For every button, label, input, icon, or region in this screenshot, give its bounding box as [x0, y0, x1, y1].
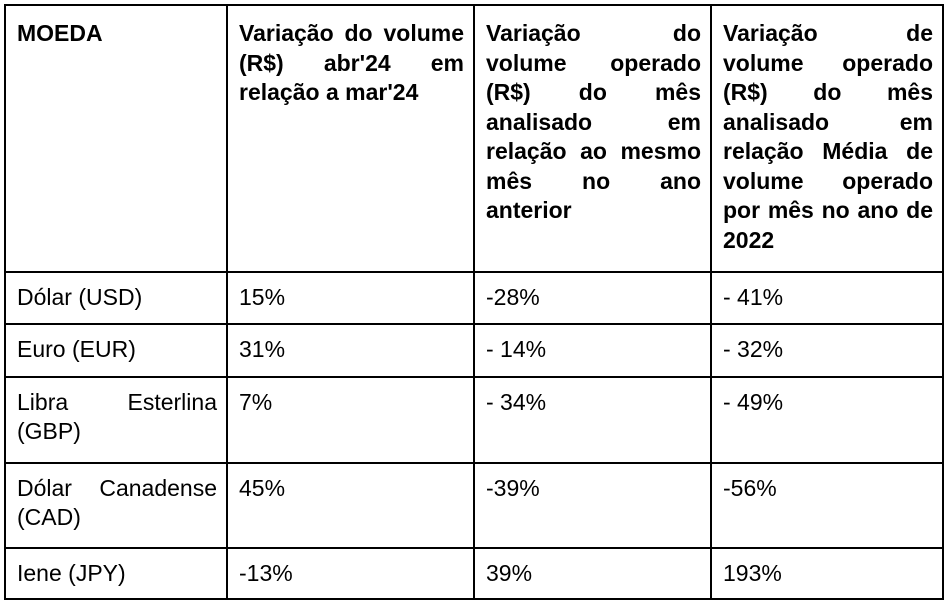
value-cell-vs-2022: - 41%: [710, 271, 944, 325]
value-cell-mom: -13%: [226, 546, 475, 600]
currency-variation-table: MOEDA Variação do volume (R$) abr'24 em …: [4, 4, 944, 600]
table-row-gbp: Libra Esterlina (GBP) 7% - 34% - 49%: [4, 375, 944, 464]
value-cell-vs-2022: 193%: [710, 546, 944, 600]
currency-cell: Libra Esterlina (GBP): [4, 375, 228, 464]
value-cell-mom: 31%: [226, 322, 475, 378]
value-cell-yoy: - 14%: [473, 322, 712, 378]
value-cell-mom: 15%: [226, 271, 475, 325]
header-cell-variation-yoy: Variação do volume operado (R$) do mês a…: [473, 4, 712, 273]
table-header-row: MOEDA Variação do volume (R$) abr'24 em …: [4, 4, 944, 273]
header-cell-variation-mom: Variação do volume (R$) abr'24 em relaçã…: [226, 4, 475, 273]
value-cell-mom: 45%: [226, 461, 475, 549]
header-cell-moeda: MOEDA: [4, 4, 228, 273]
currency-cell: Dólar (USD): [4, 271, 228, 325]
header-cell-variation-vs-2022-avg: Variação de volume operado (R$) do mês a…: [710, 4, 944, 273]
value-cell-vs-2022: - 49%: [710, 375, 944, 464]
value-cell-vs-2022: -56%: [710, 461, 944, 549]
table-row-cad: Dólar Canadense (CAD) 45% -39% -56%: [4, 461, 944, 549]
table-row-jpy: Iene (JPY) -13% 39% 193%: [4, 546, 944, 600]
table-row-eur: Euro (EUR) 31% - 14% - 32%: [4, 322, 944, 378]
currency-cell: Euro (EUR): [4, 322, 228, 378]
value-cell-vs-2022: - 32%: [710, 322, 944, 378]
table-row-usd: Dólar (USD) 15% -28% - 41%: [4, 271, 944, 325]
currency-cell: Dólar Canadense (CAD): [4, 461, 228, 549]
value-cell-yoy: 39%: [473, 546, 712, 600]
value-cell-yoy: -39%: [473, 461, 712, 549]
value-cell-mom: 7%: [226, 375, 475, 464]
value-cell-yoy: -28%: [473, 271, 712, 325]
currency-cell: Iene (JPY): [4, 546, 228, 600]
value-cell-yoy: - 34%: [473, 375, 712, 464]
